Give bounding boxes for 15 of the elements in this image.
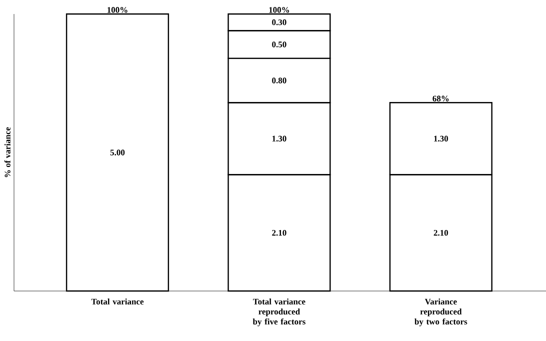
data-label: 0.50 xyxy=(272,42,286,48)
data-label: 0.30 xyxy=(272,19,286,26)
data-label: 1.30 xyxy=(272,136,286,142)
x-tick-label: Total variance xyxy=(91,298,144,305)
y-axis-title: % of variance xyxy=(4,127,10,178)
data-label: 1.30 xyxy=(434,136,448,142)
annotation: 68% xyxy=(432,96,449,102)
data-label: 2.10 xyxy=(434,230,448,236)
annotation: 100% xyxy=(108,7,128,13)
x-tick-label: Total variance reproduced by five factors xyxy=(252,298,306,326)
annotation: 100% xyxy=(269,7,290,13)
data-label: 5.00 xyxy=(110,150,125,156)
data-label: 0.80 xyxy=(272,78,286,84)
data-label: 2.10 xyxy=(272,230,286,236)
x-tick-label: Variance reproduced by two factors xyxy=(414,298,468,326)
